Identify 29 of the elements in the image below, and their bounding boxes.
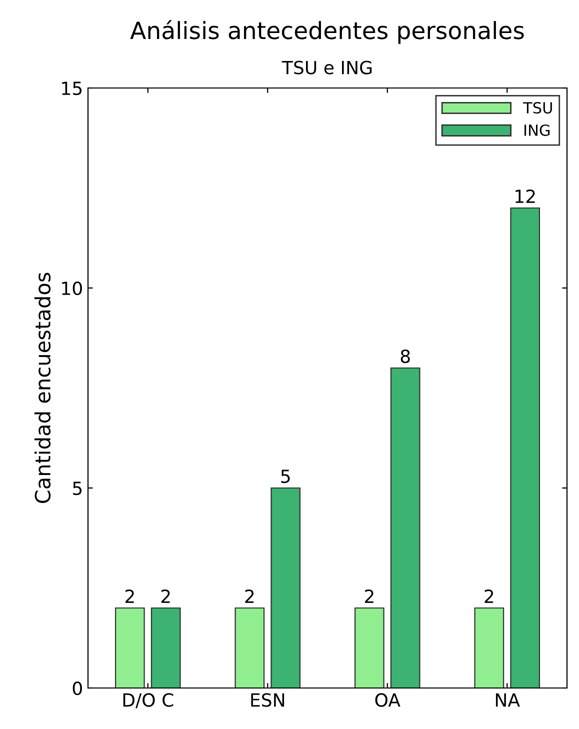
chart-title: Análisis antecedentes personales	[130, 20, 524, 44]
bar	[354, 607, 384, 688]
chart-subtitle: TSU e ING	[282, 60, 372, 74]
data-label: 2	[484, 589, 494, 603]
data-label: 2	[125, 589, 134, 603]
bar	[114, 607, 145, 688]
bar	[150, 607, 181, 688]
x-tick-label: OA	[375, 693, 400, 707]
y-axis-title: Cantidad encuestados	[34, 272, 51, 504]
data-label: 2	[364, 589, 374, 603]
legend-label: TSU	[522, 102, 552, 114]
data-label: 2	[245, 589, 254, 603]
y-tick-label: 10	[62, 281, 82, 296]
x-tick-label: D/O C	[123, 693, 174, 708]
x-tick-label: ESN	[251, 693, 284, 707]
data-label: 12	[516, 189, 535, 203]
y-tick-label: 0	[72, 681, 82, 696]
bar	[234, 607, 265, 688]
bar	[270, 487, 301, 688]
legend-label: ING	[524, 124, 550, 136]
data-label: 8	[400, 349, 410, 364]
x-tick-label: NA	[496, 693, 520, 707]
bar	[510, 207, 540, 688]
bar	[474, 607, 504, 688]
y-tick-label: 5	[73, 482, 82, 496]
y-tick-label: 15	[62, 82, 82, 96]
bar	[390, 367, 420, 688]
data-label: 2	[161, 589, 170, 603]
data-label: 5	[281, 470, 290, 484]
